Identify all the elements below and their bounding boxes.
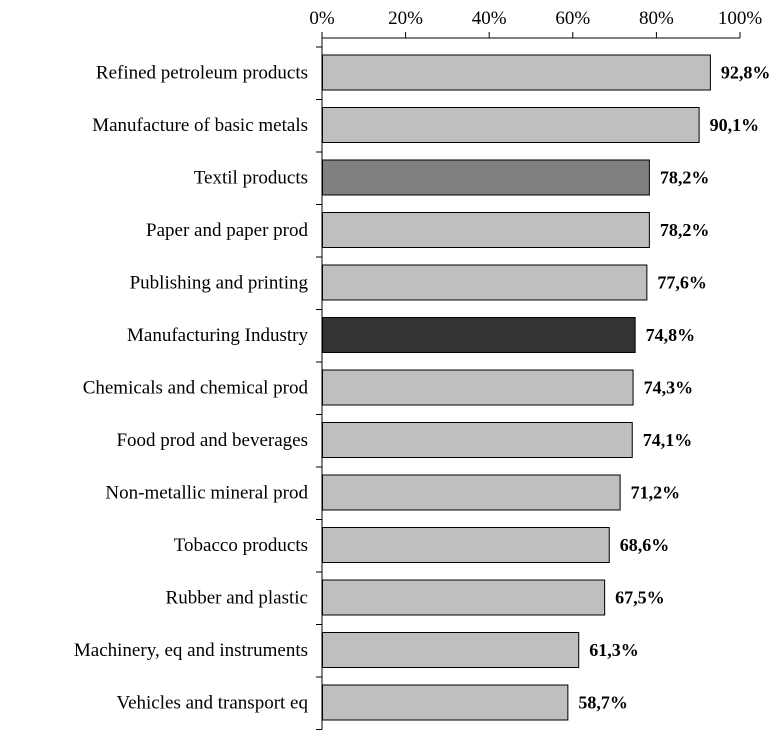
bar — [323, 160, 650, 195]
data-label: 71,2% — [631, 483, 681, 503]
x-tick-label: 40% — [472, 8, 507, 29]
data-label: 92,8% — [721, 63, 771, 83]
data-label: 68,6% — [620, 535, 670, 555]
data-label: 74,3% — [644, 378, 694, 398]
x-axis: 0% 20% 40% 60% 80% 100% — [309, 8, 762, 38]
data-label: 78,2% — [660, 168, 710, 188]
x-tick-label: 20% — [388, 8, 423, 29]
bar — [323, 423, 633, 458]
x-tick-label: 100% — [718, 8, 763, 29]
category-label: Publishing and printing — [130, 273, 309, 294]
category-label: Refined petroleum products — [96, 63, 308, 84]
bar — [323, 580, 605, 615]
bar — [323, 685, 568, 720]
x-tick-label: 80% — [639, 8, 674, 29]
category-label: Vehicles and transport eq — [116, 693, 308, 714]
bar — [323, 318, 636, 353]
category-label: Paper and paper prod — [146, 220, 308, 241]
category-axis: Refined petroleum products Manufacture of… — [74, 47, 322, 730]
data-label: 90,1% — [710, 115, 760, 135]
category-label: Machinery, eq and instruments — [74, 640, 308, 661]
category-label: Food prod and beverages — [116, 430, 308, 451]
category-label: Manufacture of basic metals — [92, 115, 308, 136]
bar — [323, 475, 621, 510]
bar — [323, 213, 650, 248]
category-label: Manufacturing Industry — [127, 325, 308, 346]
x-tick-label: 60% — [555, 8, 590, 29]
data-label: 74,1% — [643, 430, 693, 450]
category-label: Textil products — [194, 168, 308, 189]
bar — [323, 55, 711, 90]
category-label: Tobacco products — [174, 535, 308, 556]
category-label: Chemicals and chemical prod — [83, 378, 309, 399]
data-label: 77,6% — [657, 273, 707, 293]
bar — [323, 633, 579, 668]
data-label: 78,2% — [660, 220, 710, 240]
category-label: Non-metallic mineral prod — [105, 483, 308, 504]
bar — [323, 528, 610, 563]
x-tick-label: 0% — [309, 8, 335, 29]
bar — [323, 370, 634, 405]
bar — [323, 265, 647, 300]
data-label: 61,3% — [589, 640, 639, 660]
bar — [323, 108, 700, 143]
data-label: 74,8% — [646, 325, 696, 345]
data-label: 67,5% — [615, 588, 665, 608]
data-label: 58,7% — [578, 693, 628, 713]
category-label: Rubber and plastic — [166, 588, 308, 609]
